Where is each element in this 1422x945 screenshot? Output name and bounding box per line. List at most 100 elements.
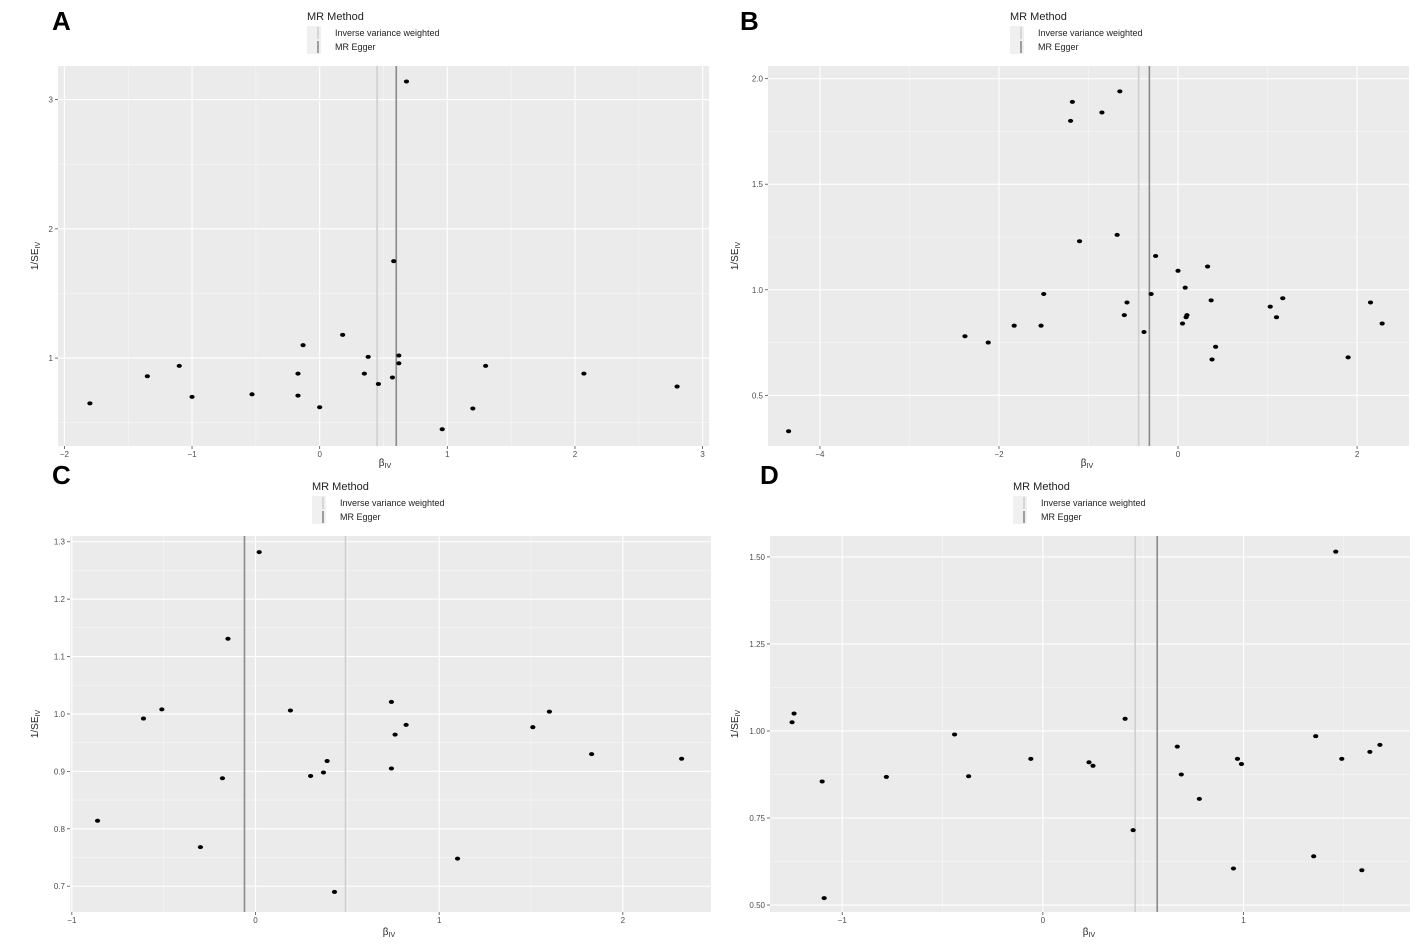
legend-label-egger: MR Egger	[1041, 512, 1082, 522]
y-tick-label: 1.5	[752, 180, 764, 189]
data-point	[530, 725, 536, 730]
legend: MR Method Inverse variance weighted MR Egg…	[1010, 11, 1143, 54]
legend-label-ivw: Inverse variance weighted	[1038, 28, 1143, 38]
data-point	[1184, 313, 1190, 318]
data-point	[1114, 232, 1120, 237]
y-tick-label: 3	[49, 96, 54, 105]
data-point	[439, 427, 445, 432]
data-point	[1313, 734, 1319, 739]
y-tick-label: 1.2	[54, 595, 66, 604]
data-point	[392, 732, 398, 737]
y-axis-title-main: 1/SE	[30, 716, 41, 738]
data-point	[340, 332, 346, 337]
data-point	[962, 334, 968, 339]
data-point	[1117, 89, 1123, 94]
data-point	[1345, 355, 1351, 360]
x-tick-label: −2	[994, 450, 1004, 459]
data-point	[1182, 285, 1188, 290]
data-point	[470, 406, 476, 411]
data-point	[295, 393, 301, 398]
data-point	[189, 394, 195, 399]
x-tick-label: 2	[621, 916, 626, 925]
y-tick-label: 0.75	[749, 814, 765, 823]
x-tick-label: −2	[60, 450, 70, 459]
data-point	[454, 856, 461, 861]
data-point	[225, 636, 231, 641]
data-point	[1339, 756, 1345, 761]
data-point	[1130, 828, 1136, 833]
y-tick-label: 1.3	[54, 538, 66, 547]
legend-key-bg	[1010, 26, 1024, 40]
data-point	[1090, 763, 1096, 768]
legend-key-bg	[1010, 40, 1024, 54]
legend-key-bg	[307, 26, 321, 40]
data-point	[679, 756, 685, 761]
data-point	[1179, 321, 1186, 326]
x-tick-label: 0	[1176, 450, 1181, 459]
legend-label-egger: MR Egger	[335, 42, 376, 52]
data-point	[1153, 254, 1159, 258]
data-point	[1175, 268, 1181, 273]
y-axis-title-main: 1/SE	[30, 248, 41, 270]
x-axis-title-sub: IV	[1089, 932, 1096, 939]
x-axis-title-sub: IV	[1087, 463, 1094, 470]
data-point	[396, 361, 402, 366]
x-tick-label: 1	[445, 450, 450, 459]
y-tick-label: 1.0	[54, 710, 66, 719]
data-point	[1273, 315, 1280, 320]
y-axis-title-sub: IV	[35, 242, 42, 249]
data-point	[300, 343, 306, 348]
data-point	[1041, 292, 1047, 296]
data-point	[789, 720, 795, 725]
data-point	[791, 711, 797, 716]
data-point	[1178, 772, 1184, 777]
x-tick-label: −1	[67, 916, 77, 925]
data-point	[785, 429, 792, 434]
data-point	[1028, 756, 1034, 761]
data-point	[331, 889, 338, 894]
data-point	[396, 353, 402, 358]
y-tick-label: 1.1	[54, 653, 66, 662]
legend-key-bg	[312, 510, 326, 524]
data-point	[295, 371, 301, 376]
x-axis-title-main: β	[1083, 927, 1089, 938]
x-axis-title-sub: IV	[385, 463, 392, 470]
legend: MR Method Inverse variance weighted MR Egg…	[307, 11, 440, 54]
data-point	[94, 818, 101, 823]
data-point	[483, 363, 489, 368]
y-axis-title-main: 1/SE	[730, 716, 741, 738]
data-point	[403, 722, 409, 727]
x-tick-label: 1	[437, 916, 442, 925]
plot-background	[770, 536, 1410, 912]
y-tick-label: 0.5	[752, 391, 764, 400]
legend-label-ivw: Inverse variance weighted	[340, 498, 445, 508]
x-axis-title-main: β	[1081, 458, 1087, 469]
y-tick-label: 1.25	[749, 640, 765, 649]
data-point	[159, 707, 165, 712]
data-point	[1238, 762, 1245, 767]
data-point	[1124, 300, 1130, 305]
x-axis-title-sub: IV	[389, 932, 396, 939]
y-axis-title-sub: IV	[35, 710, 42, 717]
panel-letter: D	[760, 460, 779, 490]
x-axis-title: βIV	[1081, 458, 1094, 470]
data-point	[320, 770, 327, 775]
data-point	[1311, 854, 1317, 859]
legend-label-ivw: Inverse variance weighted	[335, 28, 440, 38]
y-tick-label: 0.9	[54, 767, 66, 776]
panel-letter: A	[52, 6, 71, 36]
y-tick-label: 1.00	[749, 727, 765, 736]
chart-panel-b: B MR Method Inverse variance weighted MR Eg…	[730, 6, 1409, 470]
chart-panel-a: A MR Method Inverse variance weighted MR Eg…	[30, 6, 709, 470]
x-tick-label: −1	[838, 916, 848, 925]
data-point	[317, 405, 323, 410]
data-point	[581, 371, 587, 376]
data-point	[819, 779, 825, 784]
x-tick-label: −4	[815, 450, 825, 459]
data-point	[1067, 118, 1074, 123]
data-point	[1209, 357, 1215, 362]
y-axis-title-main: 1/SE	[730, 248, 741, 270]
data-point	[1038, 323, 1044, 328]
y-tick-label: 2	[49, 225, 54, 234]
data-point	[674, 384, 680, 389]
